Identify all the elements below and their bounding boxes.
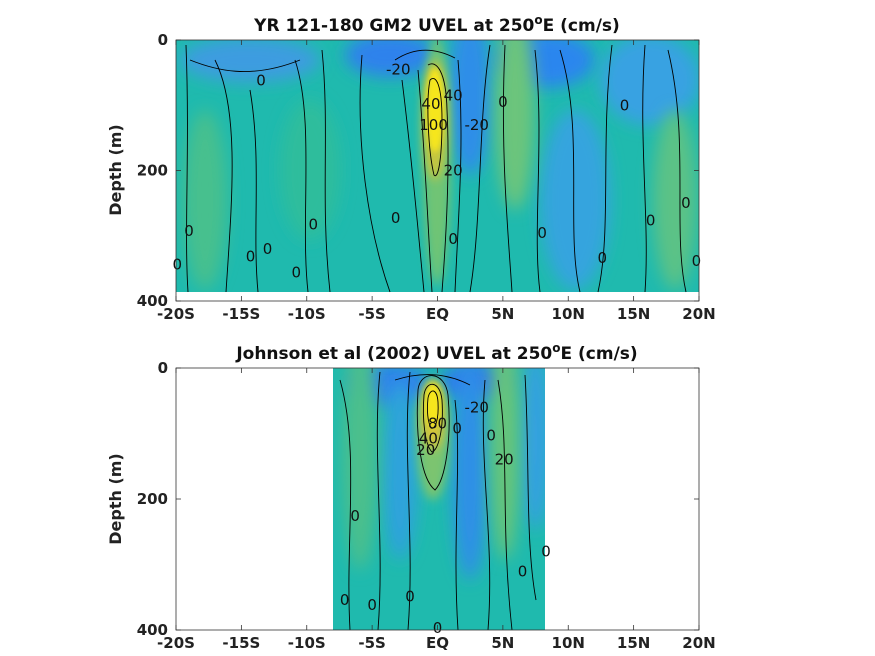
top-x-tick-label: -20S [157,305,195,323]
top-contour-label: 40 [444,86,463,104]
bottom-panel-title: Johnson et al (2002) UVEL at 250oE (cm/s… [235,341,637,364]
top-contour-label: 0 [309,216,319,234]
bottom-contour-label: 0 [405,588,415,606]
top-x-tick-label: -15S [222,305,260,323]
bottom-contour-label: 0 [486,426,496,444]
top-contour-label: 0 [246,248,256,266]
bottom-contour-lines [339,371,537,631]
bottom-contour-label: 0 [367,596,377,614]
top-contour-label: 40 [421,95,440,113]
bottom-contour-label: 0 [340,591,350,609]
top-contour-lines [185,44,687,293]
top-contour-label: 0 [692,252,702,270]
top-panel: YR 121-180 GM2 UVEL at 250oE (cm/s) [106,13,716,323]
bottom-x-tick-label: -20S [157,634,195,652]
top-contour-label: 0 [597,249,607,267]
top-contour-label: 0 [173,255,183,273]
bottom-contour-label: -20 [464,398,489,416]
bottom-x-tick-label: EQ [426,634,449,652]
bottom-x-tick-label: -10S [288,634,326,652]
bottom-contour-label: 20 [416,441,435,459]
top-contour-label: 0 [681,194,691,212]
bottom-x-tick-label: 10N [552,634,585,652]
top-contour-label: -20 [464,116,489,134]
top-contour-label: 0 [292,263,302,281]
bottom-velocity-field [333,368,545,630]
bottom-x-tick-label: 5N [491,634,514,652]
top-x-tick-label: -10S [288,305,326,323]
bottom-y-tick-label: 0 [158,359,168,377]
top-y-tick-label: 0 [158,31,168,49]
bottom-contour-label: 0 [541,542,551,560]
top-contour-label: -20 [386,60,411,78]
top-x-tick-label: EQ [426,305,449,323]
bottom-contour-label: 80 [428,415,447,433]
top-x-tick-label: 5N [491,305,514,323]
bottom-contour-label: 20 [495,451,514,469]
top-x-tick-label: 10N [552,305,585,323]
top-contour-label: 0 [391,209,401,227]
bottom-contour-label: 40 [419,430,438,448]
top-y-tick-label: 200 [137,162,168,180]
top-x-tick-label: -5S [358,305,385,323]
top-contour-label: 0 [498,93,508,111]
bottom-contour-label: 0 [350,507,360,525]
bottom-y-tick-label: 400 [137,621,168,639]
top-contour-label: 20 [444,162,463,180]
top-x-tick-label: 20N [682,305,715,323]
bottom-panel: Johnson et al (2002) UVEL at 250oE (cm/s… [106,341,716,652]
top-x-tick-label: 15N [617,305,650,323]
top-contour-label: 0 [263,240,273,258]
bottom-x-tick-label: 20N [682,634,715,652]
top-contour-label: 0 [184,222,194,240]
bottom-y-tick-label: 200 [137,490,168,508]
bottom-x-tick-label: -5S [358,634,385,652]
top-velocity-field [176,40,699,292]
top-contour-label: 0 [620,96,630,114]
top-contour-label: 100 [419,116,448,134]
bottom-x-tick-label: 15N [617,634,650,652]
top-contour-label: 0 [448,230,458,248]
top-contour-label: 0 [646,212,656,230]
top-y-tick-label: 400 [137,292,168,310]
bottom-contour-label: 0 [452,419,462,437]
top-contour-label: 0 [256,71,266,89]
bottom-x-tick-label: -15S [222,634,260,652]
top-contour-label: 0 [537,224,547,242]
bottom-contour-label: 0 [518,563,528,581]
top-y-axis-label: Depth (m) [106,124,125,216]
top-panel-title: YR 121-180 GM2 UVEL at 250oE (cm/s) [253,13,620,36]
bottom-y-axis-label: Depth (m) [106,453,125,545]
